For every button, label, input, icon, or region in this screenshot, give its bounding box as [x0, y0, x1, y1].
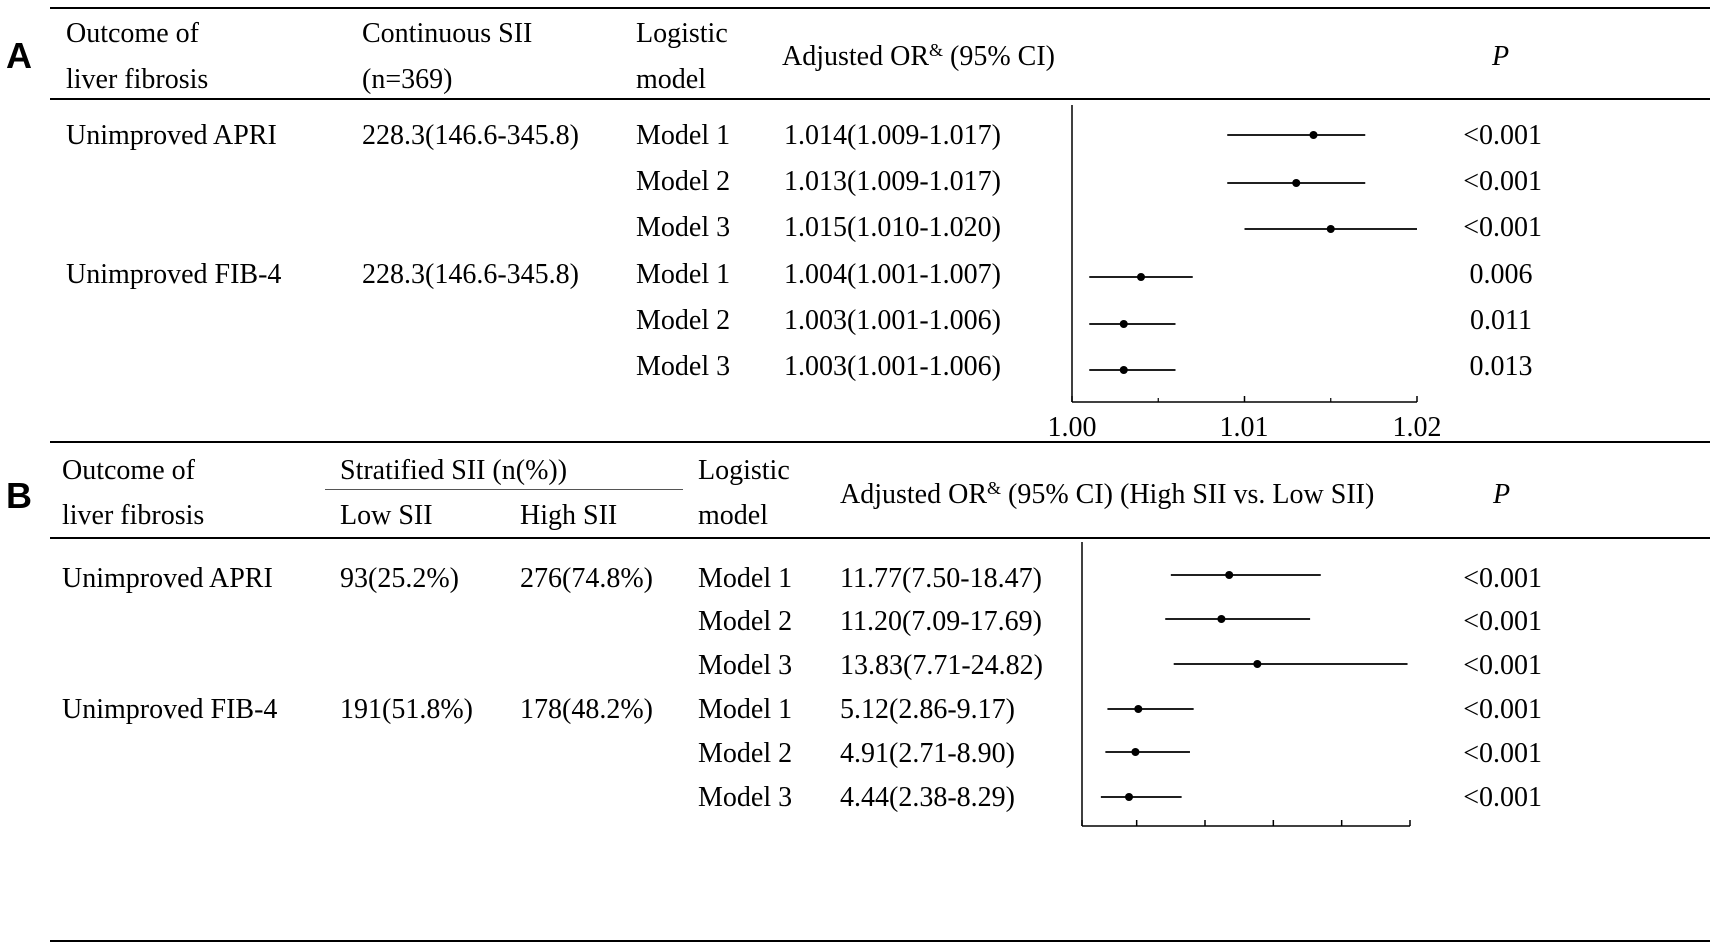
panel-b-header-rule [50, 537, 1710, 539]
panel-a-axis-tick-label: 1.01 [1219, 412, 1269, 443]
panel-b-label: B [6, 475, 32, 516]
panel-a-row-6-p: 0.013 [1469, 351, 1533, 382]
panel-b-sii-underline [325, 489, 683, 490]
panel-a-header-or-sup: & [929, 40, 944, 60]
panel-b-row-6-model: Model 3 [698, 782, 793, 813]
panel-a-row-3-or: 1.015(1.010-1.020) [784, 212, 1001, 243]
panel-b-row-2-or: 11.20(7.09-17.69) [840, 606, 1042, 637]
panel-b-or-point-5 [1131, 748, 1140, 756]
panel-b-row-4-model: Model 1 [698, 694, 793, 725]
panel-b-header-or-suffix: (95% CI) (High SII vs. Low SII) [1001, 479, 1375, 510]
panel-b-row-3-or: 13.83(7.71-24.82) [840, 650, 1043, 681]
panel-a-row-6-or: 1.003(1.001-1.006) [784, 351, 1001, 382]
panel-b-header-p: P [1493, 479, 1511, 510]
panel-a-row-4-p: 0.006 [1469, 259, 1533, 290]
panel-b-header-or-sup: & [987, 478, 1002, 498]
panel-b-row-5-or: 4.91(2.71-8.90) [840, 738, 1015, 769]
panel-a-axis-tick-label: 1.02 [1392, 412, 1442, 443]
panel-a-header-sii-line2: (n=369) [362, 64, 453, 95]
panel-b-bottom-rule [50, 940, 1710, 942]
panel-b-header-model-line2: model [698, 500, 768, 531]
panel-a-row-5-p: 0.011 [1470, 305, 1532, 336]
panel-a-header-model-line2: model [636, 64, 706, 95]
panel-b-header-or-prefix: Adjusted OR [840, 479, 987, 510]
panel-a-header-rule [50, 98, 1710, 100]
panel-a-header-or-prefix: Adjusted OR [782, 41, 929, 72]
panel-b-row-5-model: Model 2 [698, 738, 793, 769]
panel-b-outcome-apri: Unimproved APRI [62, 563, 273, 594]
panel-b-high-fib4: 178(48.2%) [520, 694, 653, 725]
panel-a-or-point-4 [1137, 273, 1145, 281]
panel-a-header-outcome-line2: liver fibrosis [66, 64, 209, 95]
panel-b-or-point-3 [1253, 660, 1262, 668]
panel-b-row-4-p: <0.001 [1463, 694, 1542, 725]
panel-b-row-1-model: Model 1 [698, 563, 793, 594]
panel-b-high-apri: 276(74.8%) [520, 563, 653, 594]
panel-a-top-rule [50, 7, 1710, 9]
panel-a-outcome-apri: Unimproved APRI [66, 120, 277, 151]
panel-a-header-or: Adjusted OR& (95% CI) [782, 40, 1055, 72]
panel-a-sii-apri: 228.3(146.6-345.8) [362, 120, 579, 151]
panel-a-or-point-5 [1119, 320, 1128, 328]
panel-b-header-low: Low SII [340, 500, 433, 531]
panel-b-low-fib4: 191(51.8%) [340, 694, 473, 725]
panel-a-or-point-3 [1326, 225, 1335, 233]
panel-a-row-1-model: Model 1 [636, 120, 731, 151]
panel-b-header-model-line1: Logistic [698, 455, 790, 486]
panel-a-sii-fib4: 228.3(146.6-345.8) [362, 259, 579, 290]
panel-divider-rule [50, 441, 1710, 443]
panel-b-row-4-or: 5.12(2.86-9.17) [840, 694, 1015, 725]
panel-b-or-point-4 [1134, 705, 1143, 713]
panel-b-outcome-fib4: Unimproved FIB-4 [62, 694, 278, 725]
panel-a-row-3-model: Model 3 [636, 212, 731, 243]
panel-b-row-6-or: 4.44(2.38-8.29) [840, 782, 1015, 813]
panel-b-row-1-p: <0.001 [1463, 563, 1542, 594]
panel-a-axis-tick-label: 1.00 [1047, 412, 1097, 443]
panel-a-row-2-or: 1.013(1.009-1.017) [784, 166, 1001, 197]
panel-b-header-outcome-line1: Outcome of [62, 455, 195, 486]
panel-a-row-4-or: 1.004(1.001-1.007) [784, 259, 1001, 290]
panel-b-row-3-p: <0.001 [1463, 650, 1542, 681]
panel-a-header-p: P [1492, 41, 1510, 72]
panel-a-header-model-line1: Logistic [636, 18, 728, 49]
panel-a-label: A [6, 35, 32, 76]
panel-b-header-high: High SII [520, 500, 618, 531]
panel-b-header-sii: Stratified SII (n(%)) [340, 455, 568, 486]
panel-a-header-outcome-line1: Outcome of [66, 18, 199, 49]
panel-a-or-point-2 [1292, 179, 1301, 187]
panel-a-row-4-model: Model 1 [636, 259, 731, 290]
panel-b-row-1-or: 11.77(7.50-18.47) [840, 563, 1042, 594]
panel-b-row-6-p: <0.001 [1463, 782, 1542, 813]
panel-a-row-1-or: 1.014(1.009-1.017) [784, 120, 1001, 151]
panel-b-low-apri: 93(25.2%) [340, 563, 459, 594]
panel-b-or-point-6 [1125, 793, 1134, 801]
panel-b-header-outcome-line2: liver fibrosis [62, 500, 205, 531]
panel-b-row-5-p: <0.001 [1463, 738, 1542, 769]
panel-a-row-5-or: 1.003(1.001-1.006) [784, 305, 1001, 336]
panel-b-row-3-model: Model 3 [698, 650, 793, 681]
panel-a-row-2-p: <0.001 [1463, 166, 1542, 197]
panel-b-header-or: Adjusted OR& (95% CI) (High SII vs. Low … [840, 478, 1375, 510]
panel-b-row-2-p: <0.001 [1463, 606, 1542, 637]
panel-b-or-point-1 [1225, 571, 1234, 579]
panel-b-row-2-model: Model 2 [698, 606, 793, 637]
panel-a-row-5-model: Model 2 [636, 305, 731, 336]
panel-a-or-point-6 [1119, 366, 1128, 374]
panel-a-row-6-model: Model 3 [636, 351, 731, 382]
panel-b-or-point-2 [1217, 615, 1226, 623]
panel-a-header-sii-line1: Continuous SII [362, 18, 533, 49]
panel-a-or-point-1 [1309, 131, 1318, 139]
panel-a-outcome-fib4: Unimproved FIB-4 [66, 259, 282, 290]
panel-a-row-1-p: <0.001 [1463, 120, 1542, 151]
panel-a-header-or-suffix: (95% CI) [943, 41, 1055, 72]
panel-a-row-3-p: <0.001 [1463, 212, 1542, 243]
panel-a-row-2-model: Model 2 [636, 166, 731, 197]
